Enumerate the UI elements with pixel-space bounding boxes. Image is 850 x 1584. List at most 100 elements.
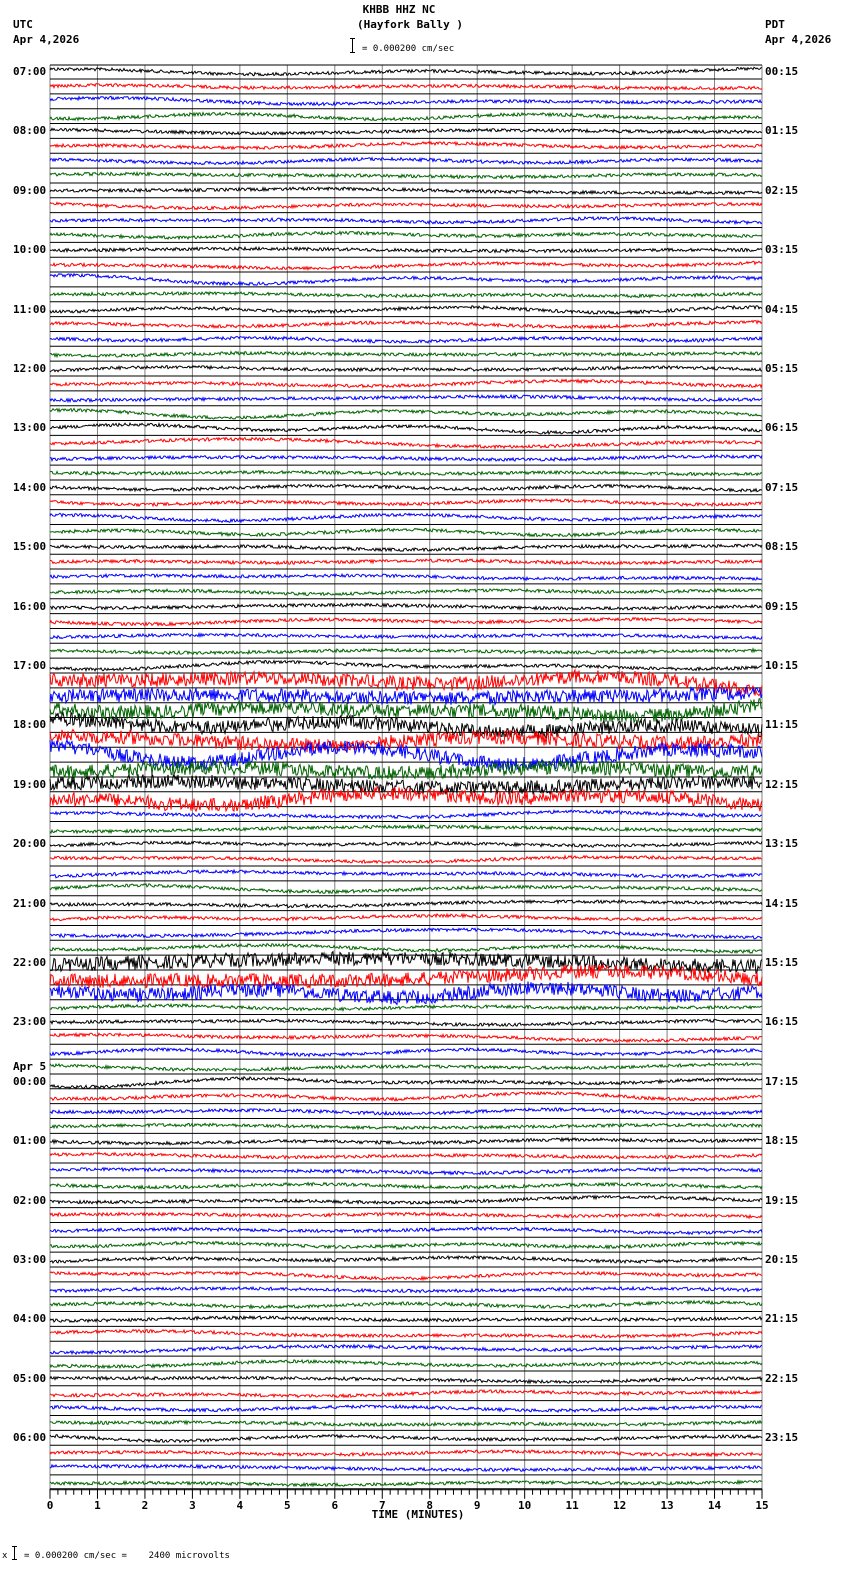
pdt-hour-label: 23:15: [765, 1431, 799, 1445]
x-tick-label: 13: [660, 1498, 674, 1512]
pdt-hour-label: 21:15: [765, 1312, 799, 1326]
seismic-trace: [49, 469, 763, 477]
seismic-trace: [49, 290, 763, 299]
seismic-trace: [49, 647, 763, 656]
x-tick-label: 6: [331, 1498, 339, 1512]
utc-hour-label: 01:00: [13, 1134, 47, 1148]
utc-hour-label: 19:00: [13, 777, 47, 791]
seismic-trace: [49, 1328, 763, 1339]
seismic-trace: [49, 1388, 763, 1399]
seismic-trace: [49, 1375, 763, 1385]
utc-hour-label: 20:00: [13, 837, 47, 851]
pdt-hour-label: 08:15: [765, 540, 799, 554]
pdt-hour-label: 02:15: [765, 183, 799, 197]
utc-hour-label: 07:00: [13, 65, 47, 78]
right-date: Apr 4,2026: [765, 33, 832, 46]
seismic-trace: [49, 840, 763, 849]
seismic-trace: [49, 1314, 763, 1324]
x-tick-label: 8: [426, 1498, 434, 1512]
seismic-trace: [49, 1226, 763, 1236]
seismic-trace: [49, 1151, 763, 1161]
utc-hour-label: 14:00: [13, 480, 47, 494]
utc-hour-label: 11:00: [13, 302, 47, 316]
seismic-trace: [49, 1194, 763, 1206]
seismic-trace: [49, 942, 763, 954]
date-change-label: Apr 5: [13, 1059, 47, 1073]
x-tick-label: 12: [612, 1498, 627, 1512]
pdt-hour-label: 14:15: [765, 896, 799, 910]
x-tick-label: 5: [284, 1498, 291, 1512]
seismic-trace: [49, 728, 763, 753]
seismic-trace: [49, 616, 763, 627]
pdt-hour-label: 07:15: [765, 480, 799, 494]
seismic-trace: [49, 1419, 763, 1428]
pdt-hour-label: 04:15: [765, 302, 799, 316]
seismic-trace: [49, 898, 763, 909]
seismic-trace: [49, 1343, 763, 1356]
seismic-trace: [49, 378, 763, 389]
utc-hour-label: 00:00: [13, 1074, 47, 1088]
seismic-trace: [49, 659, 763, 673]
seismic-trace: [49, 1403, 763, 1413]
seismic-trace: [49, 1107, 763, 1117]
seismic-trace: [49, 1211, 763, 1220]
seismic-trace: [49, 1285, 763, 1294]
footer-scale-bar-icon: [12, 1546, 20, 1560]
seismic-trace: [49, 453, 763, 463]
x-tick-label: 1: [94, 1498, 101, 1512]
seismic-trace: [49, 1166, 763, 1176]
seismic-trace: [50, 1122, 763, 1131]
x-tick-label: 15: [755, 1498, 769, 1512]
seismic-trace: [49, 95, 763, 107]
pdt-hour-label: 19:15: [765, 1193, 799, 1207]
right-timezone: PDT: [765, 18, 785, 31]
header-scale-text: = 0.000200 cm/sec: [362, 44, 455, 54]
utc-hour-label: 10:00: [13, 243, 47, 257]
pdt-hour-label: 05:15: [765, 362, 799, 375]
seismic-trace: [49, 572, 763, 582]
utc-hour-label: 04:00: [13, 1312, 47, 1326]
left-date: Apr 4,2026: [13, 33, 80, 46]
seismic-trace: [49, 685, 763, 707]
utc-hour-label: 23:00: [13, 1015, 47, 1029]
seismic-trace: [49, 1479, 763, 1488]
seismic-trace: [49, 527, 763, 538]
seismic-trace: [49, 963, 763, 990]
pdt-hour-label: 12:15: [765, 777, 799, 791]
x-tick-label: 11: [565, 1498, 579, 1512]
utc-hour-label: 18:00: [13, 718, 47, 732]
x-tick-label: 7: [378, 1498, 386, 1512]
seismic-trace: [49, 1299, 763, 1310]
seismic-trace: [49, 1181, 763, 1191]
seismic-trace: [49, 1090, 763, 1102]
utc-hour-label: 08:00: [13, 124, 47, 138]
pdt-hour-label: 00:15: [765, 65, 799, 78]
utc-hour-label: 22:00: [13, 956, 47, 969]
pdt-hour-label: 13:15: [765, 837, 799, 851]
x-tick-label: 10: [518, 1498, 532, 1512]
station-location: (Hayfork Bally ): [357, 18, 463, 31]
seismic-trace: [49, 140, 763, 151]
x-tick-label: 3: [189, 1498, 196, 1512]
seismic-trace: [49, 1136, 763, 1146]
pdt-hour-label: 11:15: [765, 718, 799, 732]
seismic-trace: [49, 1047, 763, 1058]
footer-scale-text: = 0.000200 cm/sec = 2400 microvolts: [24, 1551, 230, 1561]
seismic-trace: [49, 111, 763, 122]
left-timezone: UTC: [13, 18, 33, 31]
seismic-trace: [49, 215, 763, 226]
x-tick-label: 14: [707, 1498, 722, 1512]
pdt-hour-label: 18:15: [765, 1134, 799, 1148]
seismic-trace: [49, 912, 763, 922]
pdt-hour-label: 22:15: [765, 1371, 799, 1385]
pdt-hour-label: 06:15: [765, 421, 799, 435]
utc-hour-label: 12:00: [13, 362, 47, 375]
seismic-trace: [49, 170, 763, 180]
seismic-trace: [49, 1240, 763, 1250]
seismic-trace: [49, 1463, 763, 1473]
pdt-hour-label: 20:15: [765, 1253, 799, 1266]
seismic-trace: [49, 1018, 763, 1028]
seismic-trace: [49, 436, 763, 450]
utc-hour-label: 15:00: [13, 540, 47, 554]
